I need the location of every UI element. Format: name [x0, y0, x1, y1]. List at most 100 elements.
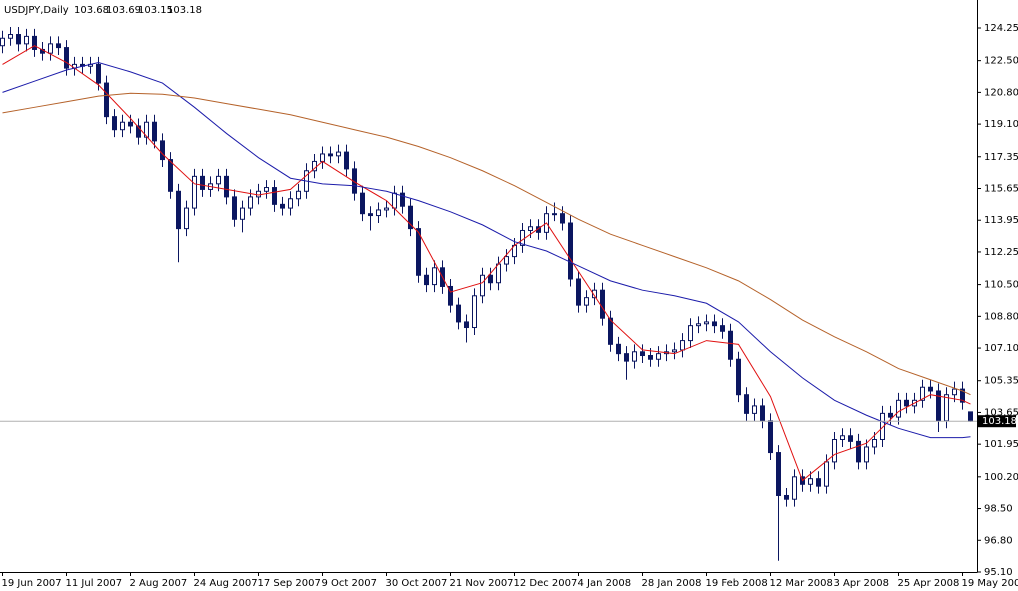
- candle-body: [648, 355, 653, 360]
- candle-body: [384, 207, 389, 211]
- candle-body: [744, 394, 749, 414]
- moving-average: [2, 92, 971, 396]
- symbol-label: USDJPY,Daily: [4, 5, 69, 16]
- candle-body: [968, 411, 973, 422]
- candle-body: [672, 349, 677, 353]
- candle-body: [184, 207, 189, 230]
- candle-body: [160, 140, 165, 161]
- candle-body: [192, 175, 197, 209]
- x-tick-label: 17 Sep 2007: [258, 578, 321, 589]
- y-tick-label: 108.80: [984, 311, 1018, 322]
- candle-body: [256, 190, 261, 198]
- header-high: 103.69: [106, 5, 141, 16]
- x-tick-label: 11 Jul 2007: [66, 578, 123, 589]
- candle-body: [496, 263, 501, 284]
- candle-body: [848, 435, 853, 442]
- y-tick-label: 96.80: [984, 535, 1013, 546]
- candle-body: [0, 37, 5, 47]
- candle-body: [168, 159, 173, 192]
- x-tick-label: 12 Mar 2008: [770, 578, 833, 589]
- y-tick-label: 115.65: [984, 183, 1018, 194]
- candle-body: [32, 35, 37, 50]
- candle-body: [24, 35, 29, 45]
- price-tag-label: 103.18: [982, 416, 1017, 427]
- x-tick-label: 19 May 2008: [962, 578, 1018, 589]
- candle-body: [928, 386, 933, 392]
- candle-body: [920, 386, 925, 401]
- candle-body: [728, 330, 733, 360]
- candle-body: [752, 405, 757, 414]
- candle-body: [768, 420, 773, 454]
- candle-body: [712, 321, 717, 327]
- candle-body: [560, 213, 565, 224]
- y-tick-label: 112.25: [984, 247, 1018, 258]
- candle-body: [280, 203, 285, 209]
- candle-body: [232, 196, 237, 220]
- candle-body: [176, 190, 181, 230]
- candle-body: [248, 196, 253, 209]
- x-tick-label: 24 Aug 2007: [194, 578, 258, 589]
- y-tick-label: 117.35: [984, 152, 1018, 163]
- candle-body: [656, 353, 661, 360]
- y-tick-label: 100.20: [984, 472, 1018, 483]
- price-tag: [978, 415, 1016, 428]
- y-tick-label: 101.95: [984, 439, 1018, 450]
- candle-body: [832, 438, 837, 463]
- candle-body: [400, 192, 405, 207]
- candle-body: [224, 175, 229, 198]
- candle-body: [240, 207, 245, 220]
- candle-body: [296, 190, 301, 200]
- candle-body: [896, 399, 901, 418]
- candle-body: [120, 121, 125, 131]
- y-tick-label: 105.35: [984, 376, 1018, 387]
- y-tick-label: 113.95: [984, 215, 1018, 226]
- x-tick-label: 9 Oct 2007: [322, 578, 377, 589]
- candle-body: [600, 289, 605, 319]
- candle-body: [392, 192, 397, 209]
- candle-body: [824, 461, 829, 487]
- candle-body: [64, 47, 69, 69]
- x-tick-label: 30 Oct 2007: [386, 578, 448, 589]
- candle-body: [480, 274, 485, 297]
- candle-body: [424, 274, 429, 286]
- candle-body: [144, 121, 149, 138]
- candle-body: [112, 116, 117, 131]
- candle-body: [336, 151, 341, 157]
- candle-body: [704, 321, 709, 325]
- candle-body: [616, 343, 621, 355]
- x-tick-label: 21 Nov 2007: [450, 578, 514, 589]
- y-tick-label: 103.65: [984, 407, 1018, 418]
- candle-body: [696, 323, 701, 327]
- y-tick-label: 120.80: [984, 87, 1018, 98]
- candle-body: [448, 285, 453, 306]
- x-tick-label: 2 Aug 2007: [130, 578, 188, 589]
- candle-body: [872, 438, 877, 448]
- moving-average: [2, 45, 971, 482]
- candle-body: [528, 226, 533, 231]
- candle-body: [720, 325, 725, 332]
- candle-body: [904, 399, 909, 407]
- moving-average: [2, 62, 971, 439]
- candle-body: [8, 34, 13, 39]
- candle-body: [688, 325, 693, 342]
- candle-body: [96, 63, 101, 84]
- candle-body: [376, 209, 381, 217]
- candle-body: [408, 205, 413, 230]
- y-tick-label: 122.50: [984, 56, 1018, 67]
- candle-body: [808, 478, 813, 485]
- candle-body: [784, 494, 789, 500]
- candle-body: [48, 43, 53, 54]
- candle-body: [56, 43, 61, 49]
- candle-body: [456, 304, 461, 323]
- candle-body: [840, 435, 845, 440]
- candle-body: [736, 358, 741, 396]
- candle-body: [464, 321, 469, 329]
- y-tick-label: 107.10: [984, 343, 1018, 354]
- candle-body: [816, 478, 821, 487]
- candle-body: [792, 476, 797, 500]
- candle-body: [952, 388, 957, 396]
- header-close: 103.18: [167, 5, 202, 16]
- x-tick-label: 19 Feb 2008: [706, 578, 768, 589]
